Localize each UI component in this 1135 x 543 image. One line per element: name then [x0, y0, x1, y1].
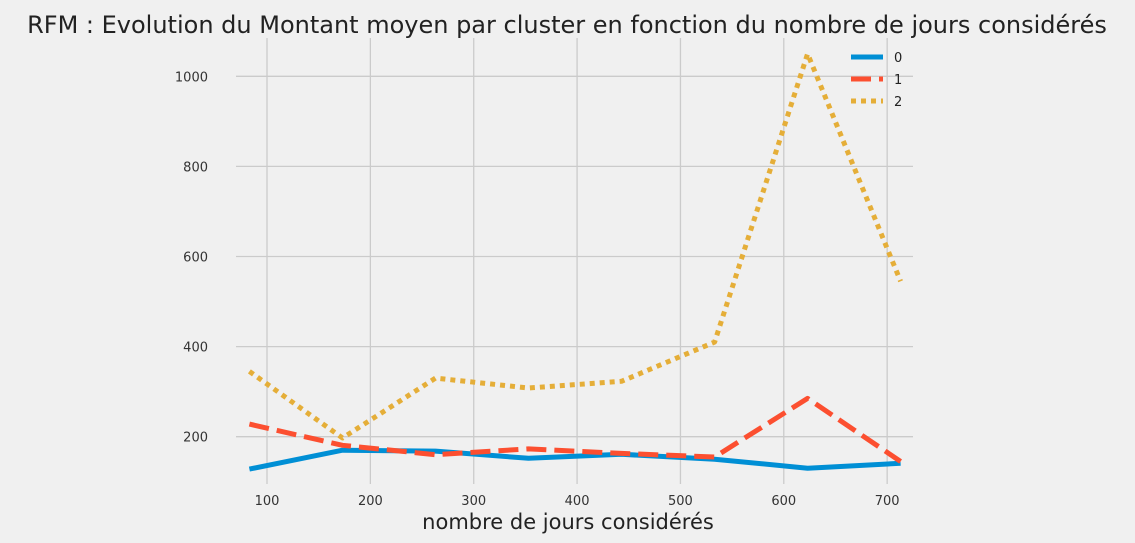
- legend-label-1: 1: [894, 73, 902, 88]
- x-tick-label: 500: [668, 494, 693, 509]
- chart-title: RFM : Evolution du Montant moyen par clu…: [27, 11, 1107, 39]
- y-tick-label: 600: [183, 250, 208, 265]
- y-tick-label: 400: [183, 341, 208, 356]
- x-tick-label: 300: [461, 494, 486, 509]
- series-line-1: [248, 395, 903, 464]
- legend-label-0: 0: [894, 51, 902, 66]
- x-tick-label: 600: [771, 494, 796, 509]
- series-lines: [247, 51, 903, 472]
- x-tick-label: 400: [565, 494, 590, 509]
- x-tick-label: 200: [358, 494, 383, 509]
- legend-label-2: 2: [894, 95, 902, 110]
- x-tick-label: 100: [255, 494, 280, 509]
- y-tick-label: 200: [183, 431, 208, 446]
- y-tick-label: 800: [183, 160, 208, 175]
- y-ticks: 200 400 600 800 1000: [175, 70, 208, 445]
- grid: [236, 38, 913, 484]
- x-ticks: 100 200 300 400 500 600 700: [255, 494, 900, 509]
- x-tick-label: 700: [875, 494, 900, 509]
- series-line-0: [248, 447, 901, 472]
- y-tick-label: 1000: [175, 70, 208, 85]
- legend: 0 1 2: [851, 51, 902, 110]
- x-axis-label: nombre de jours considérés: [422, 510, 714, 534]
- series-line-2: [247, 51, 903, 441]
